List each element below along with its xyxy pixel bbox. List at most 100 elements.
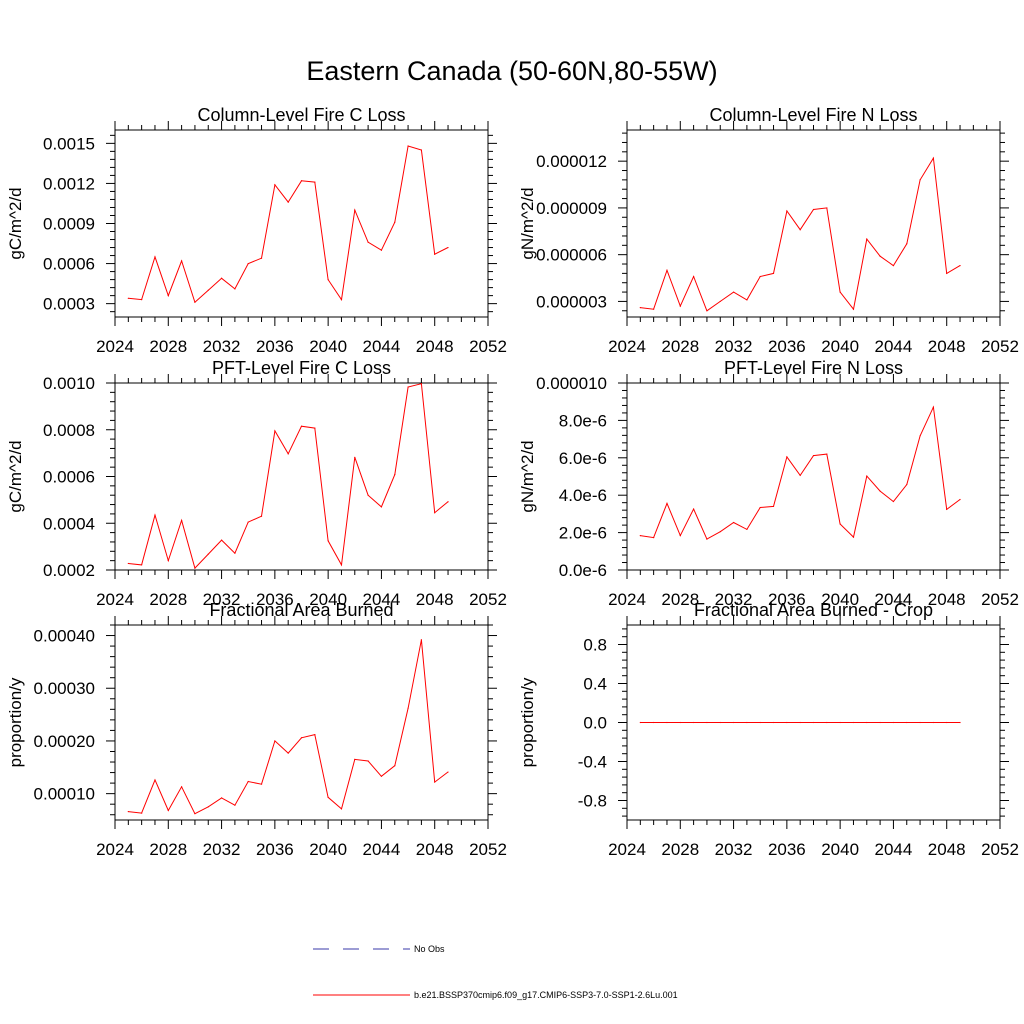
data-point: [260, 783, 263, 785]
y-tick-label: 0.0008: [43, 421, 95, 440]
data-point: [234, 804, 236, 806]
data-point: [314, 181, 316, 183]
y-tick-label: 0.0e-6: [559, 561, 607, 580]
data-point: [127, 810, 129, 813]
data-point: [679, 305, 681, 307]
series-line: [128, 383, 449, 570]
data-point: [434, 781, 436, 783]
y-tick-label: 0.0004: [43, 514, 95, 533]
data-point: [746, 721, 748, 724]
data-point: [340, 808, 343, 810]
x-tick-label: 2024: [608, 337, 646, 356]
panel-5: Fractional Area Burned 2024 2028 2032 2036 20…: [6, 600, 507, 859]
series-line: [128, 639, 449, 815]
data-point: [420, 639, 422, 641]
data-point: [260, 515, 263, 517]
panel-4: PFT-Level Fire N Loss 2024 2028 2032 2036 204…: [518, 358, 1019, 609]
data-point: [706, 721, 708, 724]
y-tick-label: 0.0006: [43, 468, 95, 487]
data-point: [300, 425, 303, 427]
x-tick-label: 2028: [149, 337, 187, 356]
data-point: [447, 771, 449, 773]
data-point: [772, 721, 775, 724]
data-point: [932, 406, 934, 408]
x-tick-label: 2052: [469, 590, 507, 609]
series-points: [639, 157, 961, 312]
data-point: [892, 721, 895, 724]
data-point: [906, 243, 908, 245]
data-point: [693, 275, 695, 278]
y-tick-label: 0.0002: [43, 561, 95, 580]
data-point: [759, 275, 761, 278]
x-tick-label: 2024: [96, 337, 134, 356]
data-point: [394, 474, 396, 476]
data-point: [892, 264, 895, 267]
data-point: [394, 221, 396, 223]
series-points: [639, 721, 961, 724]
x-tick-label: 2028: [149, 840, 187, 859]
data-point: [434, 512, 436, 514]
data-point: [679, 721, 681, 724]
x-tick-label: 2044: [875, 590, 913, 609]
series-line: [640, 156, 961, 312]
data-point: [759, 721, 761, 724]
data-point: [719, 721, 721, 724]
y-axis-label: proportion/y: [518, 677, 537, 767]
data-point: [759, 506, 761, 509]
figure-title: Eastern Canada (50-60N,80-55W): [306, 56, 718, 86]
data-point: [274, 740, 276, 742]
y-tick-label: 6.0e-6: [559, 449, 607, 468]
x-tick-label: 2032: [203, 840, 241, 859]
y-tick-label: 0.00020: [34, 732, 95, 751]
data-point: [394, 765, 396, 767]
data-point: [772, 505, 775, 508]
data-point: [207, 553, 209, 555]
data-point: [826, 721, 828, 724]
data-point: [300, 180, 303, 182]
x-tick-label: 2052: [981, 590, 1019, 609]
y-axis-label: gC/m^2/d: [6, 187, 25, 259]
data-point: [247, 262, 249, 265]
y-axis-label: gN/m^2/d: [518, 440, 537, 512]
data-point: [639, 721, 641, 724]
y-tick-label: 0.0012: [43, 174, 95, 193]
data-point: [932, 721, 934, 724]
data-point: [639, 534, 641, 537]
data-point: [919, 721, 921, 724]
data-point: [367, 494, 369, 496]
data-point: [420, 149, 422, 151]
y-axis-label: gN/m^2/d: [518, 187, 537, 259]
data-point: [932, 157, 934, 159]
x-tick-label: 2024: [96, 840, 134, 859]
data-point: [220, 797, 223, 799]
x-tick-label: 2048: [928, 337, 966, 356]
data-point: [799, 474, 801, 476]
data-point: [653, 721, 655, 724]
data-point: [839, 721, 841, 724]
data-point: [420, 383, 422, 385]
plot-frame: [114, 382, 489, 571]
data-point: [732, 721, 735, 724]
y-tick-label: 0.000010: [536, 374, 607, 393]
series-line: [128, 145, 449, 304]
data-point: [879, 721, 881, 724]
y-tick-label: 0.0: [583, 714, 607, 733]
y-tick-label: 0.8: [583, 636, 607, 655]
data-point: [354, 456, 356, 458]
data-point: [447, 246, 449, 249]
y-tick-label: 0.0009: [43, 215, 95, 234]
x-tick-label: 2036: [768, 840, 806, 859]
x-tick-label: 2052: [469, 337, 507, 356]
data-point: [207, 806, 209, 808]
x-tick-label: 2036: [768, 337, 806, 356]
data-point: [959, 721, 961, 724]
x-tick-label: 2028: [661, 337, 699, 356]
data-point: [719, 531, 721, 533]
panel-title: Column-Level Fire N Loss: [709, 105, 917, 125]
data-point: [274, 184, 276, 186]
data-point: [946, 272, 948, 274]
data-point: [407, 145, 409, 147]
y-tick-label: 0.4: [583, 675, 607, 694]
data-point: [167, 809, 169, 812]
data-point: [746, 528, 748, 531]
